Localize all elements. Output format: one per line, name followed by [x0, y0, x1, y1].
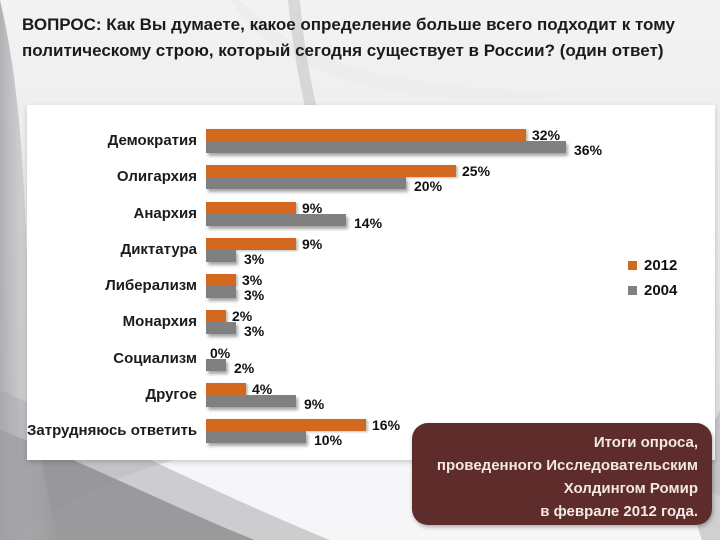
source-note-line: Холдингом Ромир [563, 480, 698, 497]
value-label-2012: 16% [372, 417, 401, 433]
bar-2012 [206, 382, 246, 395]
value-label-2004: 10% [314, 432, 343, 448]
bar-2004 [206, 141, 566, 153]
bar-2012 [206, 274, 236, 286]
value-label-2012: 9% [302, 199, 323, 216]
value-label-2004: 3% [244, 250, 265, 267]
value-label-2012: 9% [302, 235, 323, 252]
bar-2004 [206, 322, 236, 335]
bar-2012 [206, 129, 526, 141]
value-label-2012: 0% [210, 344, 231, 361]
bar-2004 [206, 213, 346, 226]
category-label: Диктатура [120, 240, 197, 258]
source-note-box: Итоги опроса, проведенного Исследователь… [412, 423, 712, 525]
bar-2004 [206, 286, 236, 298]
value-label-2012: 3% [242, 272, 263, 288]
source-note-line: проведенного Исследовательским [436, 457, 698, 474]
bar-2004 [206, 177, 406, 190]
legend-item-2012: 2012 [628, 255, 712, 275]
value-label-2004: 36% [574, 142, 603, 158]
legend-swatch-2012 [628, 260, 637, 270]
value-label-2012: 4% [252, 380, 273, 397]
value-label-2004: 2% [234, 359, 255, 376]
value-label-2012: 25% [462, 163, 491, 180]
bar-2012 [206, 165, 456, 178]
category-label: Олигархия [116, 168, 197, 186]
category-label: Затрудняюсь ответить [27, 422, 198, 439]
bar-2012 [206, 201, 296, 214]
value-label-2004: 3% [244, 287, 265, 303]
bar-2004 [206, 358, 226, 371]
bar-2012 [206, 419, 366, 431]
bar-chart: Демократия 32% 36% Олигархия 25% 20% Анархия 9%… [27, 105, 715, 460]
bar-2004 [206, 249, 236, 262]
value-label-2004: 20% [414, 178, 443, 195]
bar-2004 [206, 431, 306, 443]
category-label: Демократия [107, 132, 197, 149]
category-label: Анархия [133, 204, 197, 222]
value-label-2004: 14% [354, 214, 383, 231]
value-label-2004: 9% [304, 395, 325, 412]
legend-item-2004: 2004 [628, 280, 712, 300]
bar-2004 [206, 394, 296, 407]
source-note-line: в феврале 2012 года. [540, 503, 698, 520]
legend-swatch-2004 [628, 285, 637, 295]
value-label-2012: 2% [232, 308, 253, 325]
value-label-2004: 3% [244, 323, 265, 340]
chart-panel: Демократия 32% 36% Олигархия 25% 20% Анархия 9%… [27, 105, 715, 460]
legend-label-2012: 2012 [644, 256, 678, 274]
bar-2012 [206, 310, 226, 323]
source-note-line: Итоги опроса, [593, 434, 698, 451]
bar-2012 [206, 237, 296, 250]
category-label: Монархия [122, 313, 197, 331]
category-label: Либерализм [105, 277, 197, 294]
category-label: Другое [145, 385, 197, 403]
category-label: Социализм [113, 349, 197, 367]
chart-legend: 2012 2004 [628, 255, 712, 305]
legend-label-2004: 2004 [644, 281, 678, 299]
page-title: ВОПРОС: Как Вы думаете, какое определени… [22, 15, 676, 60]
value-label-2012: 32% [532, 127, 561, 143]
